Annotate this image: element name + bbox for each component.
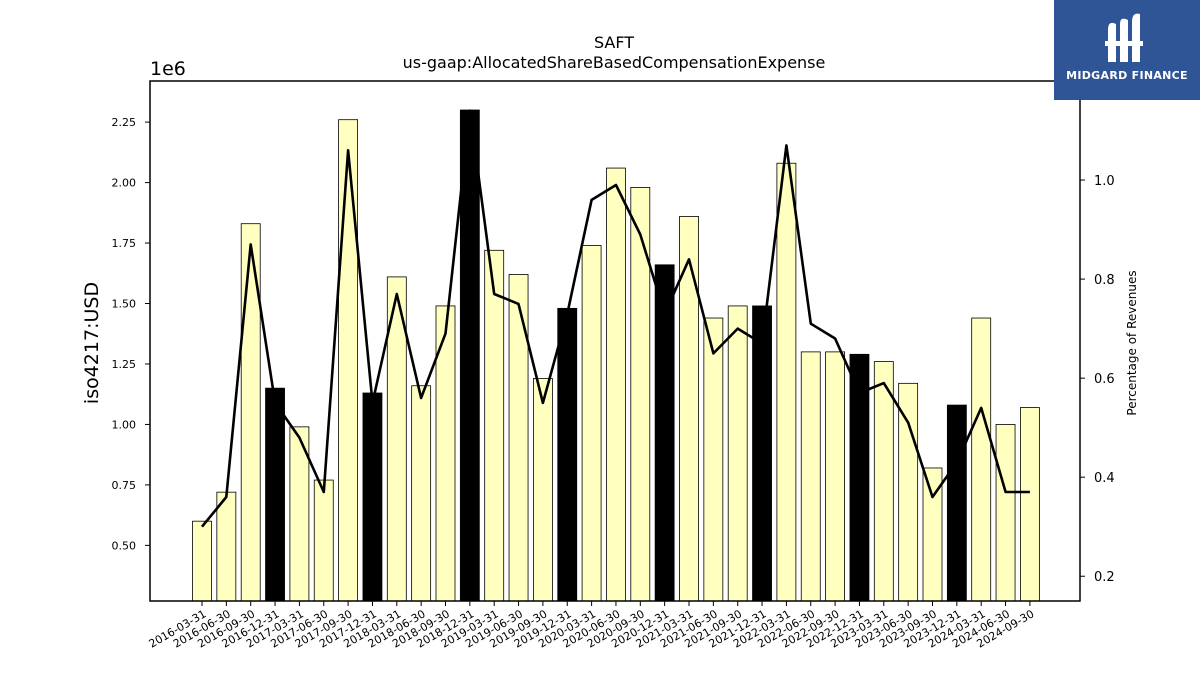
bar	[873, 361, 894, 602]
logo-mark-icon	[1105, 13, 1143, 63]
axes: 0.50 0.75 1.00 1.25 1.50 1.75 2.00 2.25 0.2 0.4 0.…	[112, 80, 1115, 651]
y-axis-label: iso4217:USD	[81, 282, 103, 404]
bar	[581, 245, 602, 602]
y-tick-label: 1.00	[112, 418, 137, 431]
bar	[533, 378, 553, 602]
y2-tick-label: 0.4	[1094, 471, 1115, 486]
brand-name: MIDGARD FINANCE	[1066, 69, 1188, 82]
bar	[995, 424, 1016, 602]
y-tick-label: 2.00	[112, 177, 137, 190]
bar	[630, 187, 651, 602]
line-path	[200, 109, 1030, 528]
bar	[727, 305, 748, 602]
y-tick-label: 0.75	[112, 479, 137, 492]
y2-tick-label: 0.8	[1094, 273, 1115, 288]
plot-frame	[149, 80, 1081, 602]
y-tick-label: 1.75	[112, 237, 137, 250]
y2-tick-label: 1.0	[1094, 174, 1115, 189]
bar	[825, 351, 845, 602]
bar	[411, 385, 432, 602]
bar	[946, 404, 967, 602]
y-tick-label: 0.50	[112, 539, 137, 552]
line-series	[200, 109, 1030, 528]
bar	[362, 392, 383, 602]
y-tick-label: 1.25	[112, 358, 137, 371]
bar	[898, 382, 919, 602]
y2-axis-label: Percentage of Revenues	[1125, 270, 1139, 415]
bar	[508, 274, 529, 602]
bar	[192, 520, 212, 602]
bar	[313, 479, 334, 602]
bar	[338, 119, 359, 602]
bar	[216, 491, 237, 602]
bar	[654, 264, 675, 602]
bar	[1020, 407, 1040, 602]
y-tick-label: 2.25	[112, 116, 137, 129]
bar	[776, 162, 797, 602]
y2-tick-label: 0.6	[1094, 372, 1115, 387]
bar	[606, 167, 626, 602]
bar	[752, 305, 772, 602]
bar	[703, 317, 724, 602]
bar	[265, 387, 285, 602]
chart-title: SAFT	[594, 33, 634, 52]
bar	[484, 249, 505, 602]
y2-tick-label: 0.2	[1094, 570, 1115, 585]
bar	[557, 307, 578, 602]
bar	[971, 317, 992, 602]
bar-series	[192, 109, 1040, 602]
chart-subtitle: us-gaap:AllocatedShareBasedCompensationE…	[403, 53, 826, 72]
brand-logo: MIDGARD FINANCE	[1054, 0, 1200, 100]
bar	[800, 351, 821, 602]
y-tick-label: 1.50	[112, 298, 137, 311]
y-multiplier: 1e6	[150, 58, 186, 80]
